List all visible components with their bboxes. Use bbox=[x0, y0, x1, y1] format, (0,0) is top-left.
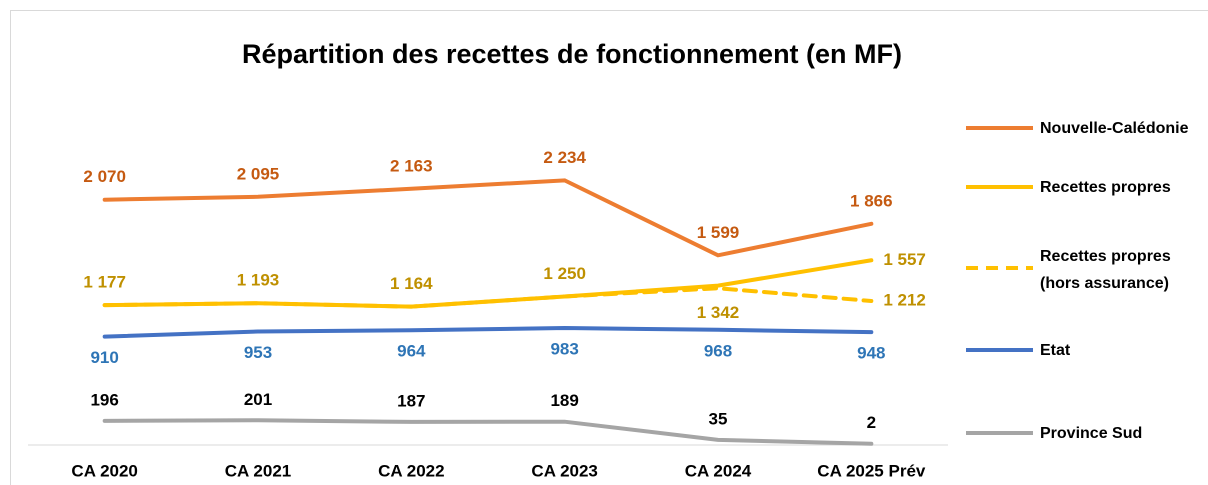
data-label: 201 bbox=[244, 390, 272, 409]
data-label: 910 bbox=[90, 348, 118, 367]
legend-label: Province Sud bbox=[1040, 425, 1143, 442]
data-label: 187 bbox=[397, 391, 425, 410]
data-label: 35 bbox=[709, 409, 728, 428]
x-tick-label: CA 2025 Prév bbox=[817, 461, 926, 480]
legend-label: Etat bbox=[1040, 342, 1071, 359]
chart-border bbox=[10, 10, 1208, 485]
line bbox=[102, 418, 874, 446]
data-label: 953 bbox=[244, 343, 272, 362]
x-tick-label: CA 2022 bbox=[378, 461, 444, 480]
data-label: 948 bbox=[857, 344, 885, 363]
legend-label: Recettes propres bbox=[1040, 179, 1171, 196]
legend-label: Recettes propres (hors assurance) bbox=[1040, 248, 1171, 292]
data-label: 983 bbox=[550, 339, 578, 358]
data-label: 2 070 bbox=[83, 167, 126, 186]
data-label: 189 bbox=[550, 391, 578, 410]
data-label: 2 234 bbox=[543, 148, 586, 167]
data-label: 2 095 bbox=[237, 164, 280, 183]
data-label: 1 193 bbox=[237, 271, 280, 290]
line bbox=[102, 178, 874, 258]
data-label: 964 bbox=[397, 342, 426, 361]
data-label: 2 163 bbox=[390, 156, 433, 175]
line bbox=[102, 258, 874, 309]
data-label: 1 557 bbox=[883, 250, 926, 269]
data-label: 196 bbox=[90, 390, 118, 409]
data-label: 2 bbox=[867, 413, 876, 432]
legend-label: Nouvelle-Calédonie bbox=[1040, 120, 1189, 137]
data-label: 1 164 bbox=[390, 274, 433, 293]
x-tick-label: CA 2023 bbox=[531, 461, 597, 480]
data-label: 968 bbox=[704, 341, 732, 360]
x-tick-label: CA 2021 bbox=[225, 461, 291, 480]
data-label: 1 212 bbox=[883, 290, 926, 309]
line bbox=[102, 326, 874, 339]
x-tick-label: CA 2020 bbox=[71, 461, 137, 480]
data-label: 1 250 bbox=[543, 264, 586, 283]
chart-title: Répartition des recettes de fonctionneme… bbox=[242, 39, 902, 69]
x-tick-label: CA 2024 bbox=[685, 461, 752, 480]
data-label: 1 342 bbox=[697, 303, 740, 322]
data-label: 1 177 bbox=[83, 273, 126, 292]
data-label: 1 866 bbox=[850, 191, 893, 210]
data-label: 1 599 bbox=[697, 223, 740, 242]
